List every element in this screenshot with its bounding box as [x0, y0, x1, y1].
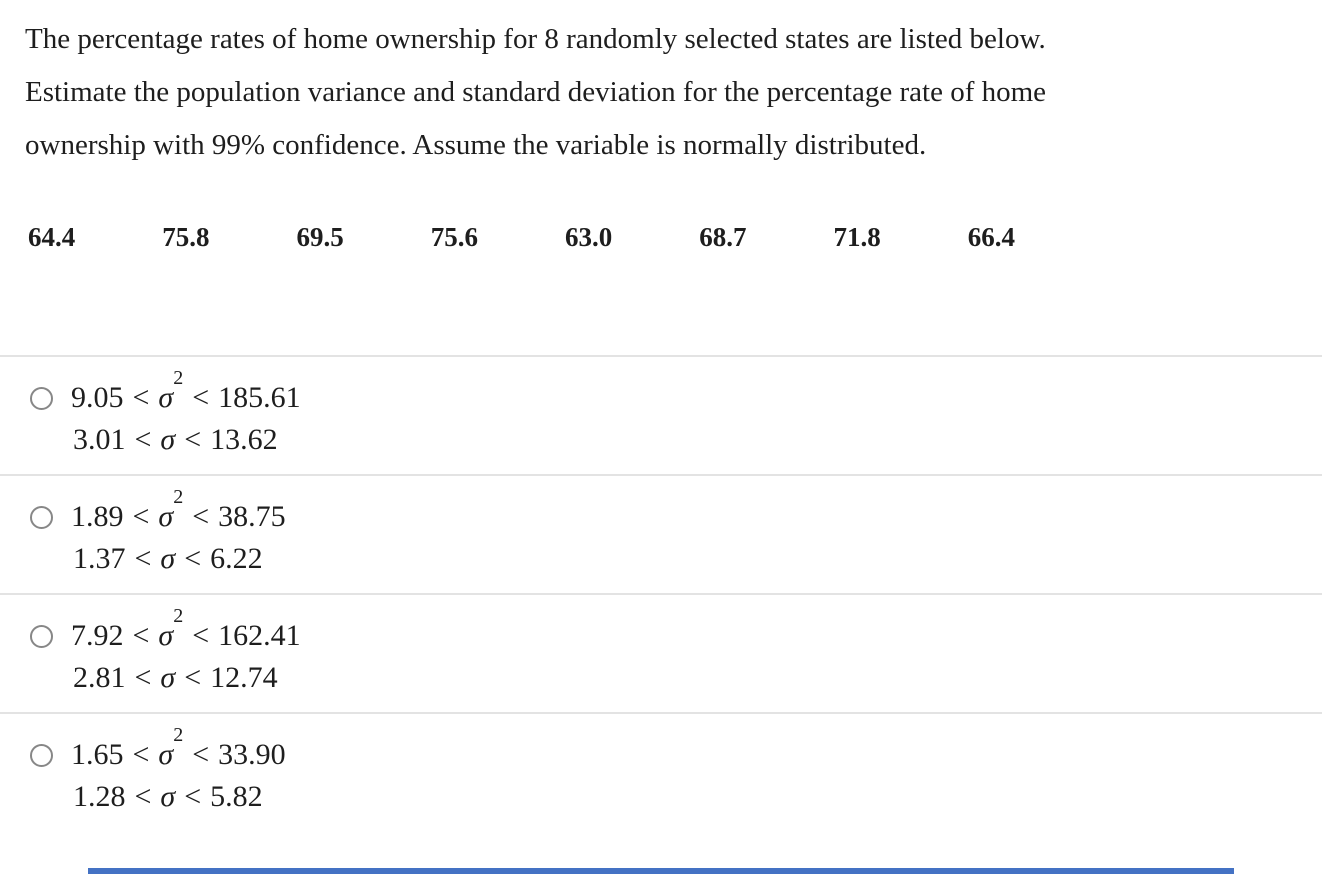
data-value-2: 75.8 [162, 222, 210, 252]
sigma-symbol: σ [158, 381, 174, 414]
radio-button-option-3[interactable] [30, 624, 53, 648]
less-than-sign: < [184, 661, 202, 694]
squared-exponent: 2 [173, 367, 184, 389]
variance-upper-bound: 33.90 [218, 738, 286, 771]
variance-lower-bound: 1.89 [71, 500, 124, 533]
data-value-4: 75.6 [430, 222, 478, 252]
variance-upper-bound: 185.61 [218, 381, 301, 414]
data-value-3: 69.5 [296, 222, 344, 252]
sigma-symbol: σ [158, 619, 174, 652]
variance-lower-bound: 1.65 [71, 738, 124, 771]
sigma-symbol: σ [158, 500, 174, 533]
sd-interval: 3.01 < σ <13.62 [73, 419, 1322, 461]
sigma-symbol: σ [160, 780, 176, 813]
question-line-3: ownership with 99% confidence. Assume th… [25, 129, 927, 161]
squared-exponent: 2 [173, 486, 184, 508]
question-line-1: The percentage rates of home ownership f… [25, 23, 1046, 55]
variance-lower-bound: 9.05 [71, 381, 124, 414]
less-than-sign: < [134, 661, 152, 694]
radio-button-option-2[interactable] [30, 505, 53, 529]
squared-exponent: 2 [173, 724, 184, 746]
variance-interval: 1.89 < σ2< 38.75 [71, 487, 286, 538]
answer-option-4[interactable]: 1.65 < σ2< 33.90 1.28 < σ <5.82 [0, 712, 1322, 831]
answer-option-2[interactable]: 1.89 < σ2< 38.75 1.37 < σ <6.22 [0, 474, 1322, 593]
less-than-sign: < [192, 500, 210, 533]
radio-button-option-1[interactable] [30, 386, 53, 410]
data-values-row: 64.4 75.8 69.5 75.6 63.0 68.7 71.8 66.4 [0, 222, 1322, 253]
less-than-sign: < [132, 738, 150, 771]
sd-upper-bound: 12.74 [210, 661, 278, 694]
variance-interval: 1.65 < σ2< 33.90 [71, 725, 286, 776]
sd-interval: 1.28 < σ <5.82 [73, 776, 1322, 818]
sd-upper-bound: 5.82 [210, 780, 263, 813]
less-than-sign: < [132, 381, 150, 414]
question-text: The percentage rates of home ownership f… [0, 0, 1322, 172]
less-than-sign: < [192, 381, 210, 414]
sigma-symbol: σ [160, 423, 176, 456]
less-than-sign: < [184, 780, 202, 813]
sd-lower-bound: 3.01 [73, 423, 126, 456]
answer-option-1[interactable]: 9.05 < σ2< 185.61 3.01 < σ <13.62 [0, 355, 1322, 474]
cropped-blue-element [88, 868, 1234, 874]
data-value-5: 63.0 [565, 222, 613, 252]
sd-interval: 2.81 < σ <12.74 [73, 657, 1322, 699]
variance-upper-bound: 162.41 [218, 619, 301, 652]
sd-upper-bound: 6.22 [210, 542, 263, 575]
answer-options: 9.05 < σ2< 185.61 3.01 < σ <13.62 1.89 < σ2< 38.7… [0, 355, 1322, 831]
sd-upper-bound: 13.62 [210, 423, 278, 456]
variance-interval: 7.92 < σ2< 162.41 [71, 606, 301, 657]
sd-lower-bound: 2.81 [73, 661, 126, 694]
less-than-sign: < [184, 423, 202, 456]
data-value-7: 71.8 [833, 222, 881, 252]
data-value-8: 66.4 [967, 222, 1015, 252]
less-than-sign: < [132, 619, 150, 652]
squared-exponent: 2 [173, 605, 184, 627]
sigma-symbol: σ [160, 542, 176, 575]
variance-interval: 9.05 < σ2< 185.61 [71, 368, 301, 419]
less-than-sign: < [134, 423, 152, 456]
less-than-sign: < [134, 780, 152, 813]
sigma-symbol: σ [158, 738, 174, 771]
sd-interval: 1.37 < σ <6.22 [73, 538, 1322, 580]
less-than-sign: < [134, 542, 152, 575]
data-value-6: 68.7 [699, 222, 747, 252]
data-value-1: 64.4 [28, 222, 76, 252]
question-line-2: Estimate the population variance and sta… [25, 76, 1047, 108]
sd-lower-bound: 1.28 [73, 780, 126, 813]
less-than-sign: < [132, 500, 150, 533]
less-than-sign: < [192, 619, 210, 652]
variance-upper-bound: 38.75 [218, 500, 286, 533]
sigma-symbol: σ [160, 661, 176, 694]
radio-button-option-4[interactable] [30, 743, 53, 767]
answer-option-3[interactable]: 7.92 < σ2< 162.41 2.81 < σ <12.74 [0, 593, 1322, 712]
variance-lower-bound: 7.92 [71, 619, 124, 652]
less-than-sign: < [192, 738, 210, 771]
less-than-sign: < [184, 542, 202, 575]
sd-lower-bound: 1.37 [73, 542, 126, 575]
